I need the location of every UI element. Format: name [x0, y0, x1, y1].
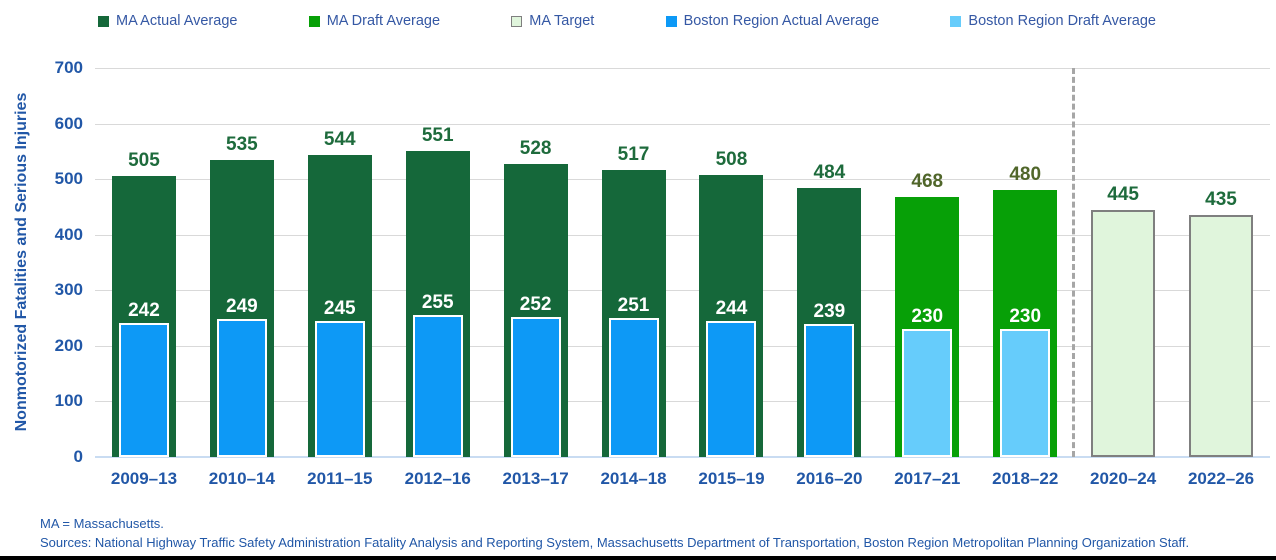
legend-item-draft-ma: MA Draft Average: [308, 12, 441, 29]
legend-label: Boston Region Draft Average: [968, 12, 1156, 29]
bar-group-2017–21: 468 230: [878, 68, 976, 457]
ma-value-label: 508: [715, 148, 748, 170]
bar-group-2020–24: 445: [1074, 68, 1172, 457]
x-tick-label-2018–22: 2018–22: [992, 469, 1059, 488]
legend-swatch-icon: [950, 15, 962, 27]
ma-value-label: 445: [1107, 183, 1139, 205]
boston-draft-bar: [1000, 329, 1051, 457]
dashed-divider: [1072, 68, 1076, 457]
legend-swatch-icon: [665, 15, 677, 27]
y-tick-label-400: 400: [54, 224, 83, 244]
boston-value-label: 255: [421, 292, 454, 314]
boston-actual-bar: [804, 324, 855, 457]
gridline-500: [95, 179, 1270, 181]
gridline-200: [95, 345, 1270, 347]
y-tick-label-200: 200: [54, 335, 83, 355]
gridline-100: [95, 401, 1270, 403]
y-tick-label-0: 0: [73, 447, 83, 466]
boston-value-label: 242: [128, 299, 160, 321]
ma-target-bar: [1091, 209, 1156, 457]
boston-actual-bar: [118, 322, 169, 457]
boston-draft-bar: [902, 329, 953, 457]
legend-swatch-icon: [511, 15, 523, 27]
bar-group-2012–16: 551 255: [389, 68, 487, 457]
y-axis-title: Nonmotorized Fatalities and Serious Inju…: [13, 92, 30, 432]
legend-label: MA Target: [529, 12, 595, 29]
bottom-border: [0, 556, 1276, 560]
ma-value-label: 535: [226, 133, 258, 155]
x-tick-label-2022–26: 2022–26: [1187, 469, 1255, 488]
legend-swatch-icon: [98, 15, 109, 27]
ma-value-label: 544: [323, 128, 356, 150]
ma-value-label: 551: [421, 124, 454, 146]
boston-value-label: 244: [715, 298, 748, 320]
ma-value-label: 435: [1205, 189, 1237, 211]
legend-item-target-ma: MA Target: [511, 14, 594, 29]
bar-group-2015–19: 508 244: [683, 68, 781, 457]
legend-label: MA Draft Average: [326, 12, 441, 29]
x-tick-label-2016–20: 2016–20: [796, 469, 863, 488]
boston-actual-bar: [216, 318, 267, 457]
x-tick-label-2015–19: 2015–19: [698, 469, 765, 488]
legend-item-actual-ma: MA Actual Average: [98, 14, 237, 29]
x-tick-label-2020–24: 2020–24: [1090, 469, 1157, 488]
gridline-400: [95, 234, 1270, 236]
ma-value-label: 484: [813, 162, 846, 184]
ma-target-bar: [1189, 215, 1254, 457]
x-tick-label-2010–14: 2010–14: [208, 469, 275, 488]
legend-swatch-icon: [308, 15, 320, 27]
bar-group-2011–15: 544 245: [291, 68, 389, 457]
bar-group-2013–17: 528 252: [487, 68, 585, 457]
gridline-700: [95, 68, 1270, 69]
boston-actual-bar: [510, 316, 561, 457]
y-tick-label-600: 600: [54, 113, 83, 133]
ma-value-label: 468: [911, 170, 944, 192]
bar-group-2009–13: 505 242: [95, 68, 193, 457]
bar-group-2010–14: 535 249: [193, 68, 291, 457]
x-tick-label-2013–17: 2013–17: [502, 469, 569, 488]
legend-label: MA Actual Average: [116, 12, 238, 29]
y-tick-label-100: 100: [54, 391, 83, 411]
ma-value-label: 480: [1009, 164, 1042, 186]
ma-value-label: 528: [519, 137, 552, 159]
y-tick-label-700: 700: [54, 58, 83, 77]
y-tick-label-500: 500: [54, 169, 83, 189]
x-tick-label-2012–16: 2012–16: [404, 469, 471, 488]
y-tick-label-300: 300: [54, 280, 83, 300]
boston-actual-bar: [706, 321, 757, 457]
bar-group-2014–18: 517 251: [585, 68, 683, 457]
plot-area: 505 242 535 249 544 245 551 255 528 252 517 251 508 2…: [95, 68, 1270, 458]
boston-value-label: 251: [617, 294, 650, 316]
x-axis-line: [95, 456, 1270, 458]
boston-actual-bar: [412, 315, 463, 457]
boston-actual-bar: [314, 320, 365, 457]
x-tick-label-2011–15: 2011–15: [307, 469, 373, 488]
gridline-300: [95, 290, 1270, 292]
boston-actual-bar: [608, 317, 659, 457]
boston-value-label: 249: [226, 295, 258, 317]
bar-group-2018–22: 480 230: [976, 68, 1074, 457]
boston-value-label: 245: [323, 297, 356, 319]
x-tick-label-2014–18: 2014–18: [600, 469, 667, 488]
boston-value-label: 252: [519, 293, 552, 315]
legend-item-draft-boston: Boston Region Draft Average: [950, 14, 1156, 29]
boston-value-label: 230: [1009, 306, 1042, 328]
bar-group-2022–26: 435: [1172, 68, 1270, 457]
footnote-abbreviation: MA = Massachusetts.: [40, 516, 164, 531]
legend-item-actual-boston: Boston Region Actual Average: [665, 12, 880, 29]
boston-value-label: 239: [813, 301, 846, 323]
legend-label: Boston Region Actual Average: [683, 12, 880, 29]
footnotes: MA = Massachusetts. Sources: National Hi…: [40, 514, 1256, 552]
bar-group-2016–20: 484 239: [780, 68, 878, 457]
x-tick-label-2009–13: 2009–13: [110, 469, 178, 488]
x-tick-label-2017–21: 2017–21: [894, 469, 961, 488]
gridline-600: [95, 123, 1270, 125]
footnote-sources: Sources: National Highway Traffic Safety…: [40, 535, 1190, 550]
ma-value-label: 505: [128, 150, 160, 172]
boston-value-label: 230: [911, 306, 944, 328]
ma-value-label: 517: [617, 143, 650, 165]
legend: MA Actual Average MA Draft Average MA Targ…: [98, 8, 1156, 34]
